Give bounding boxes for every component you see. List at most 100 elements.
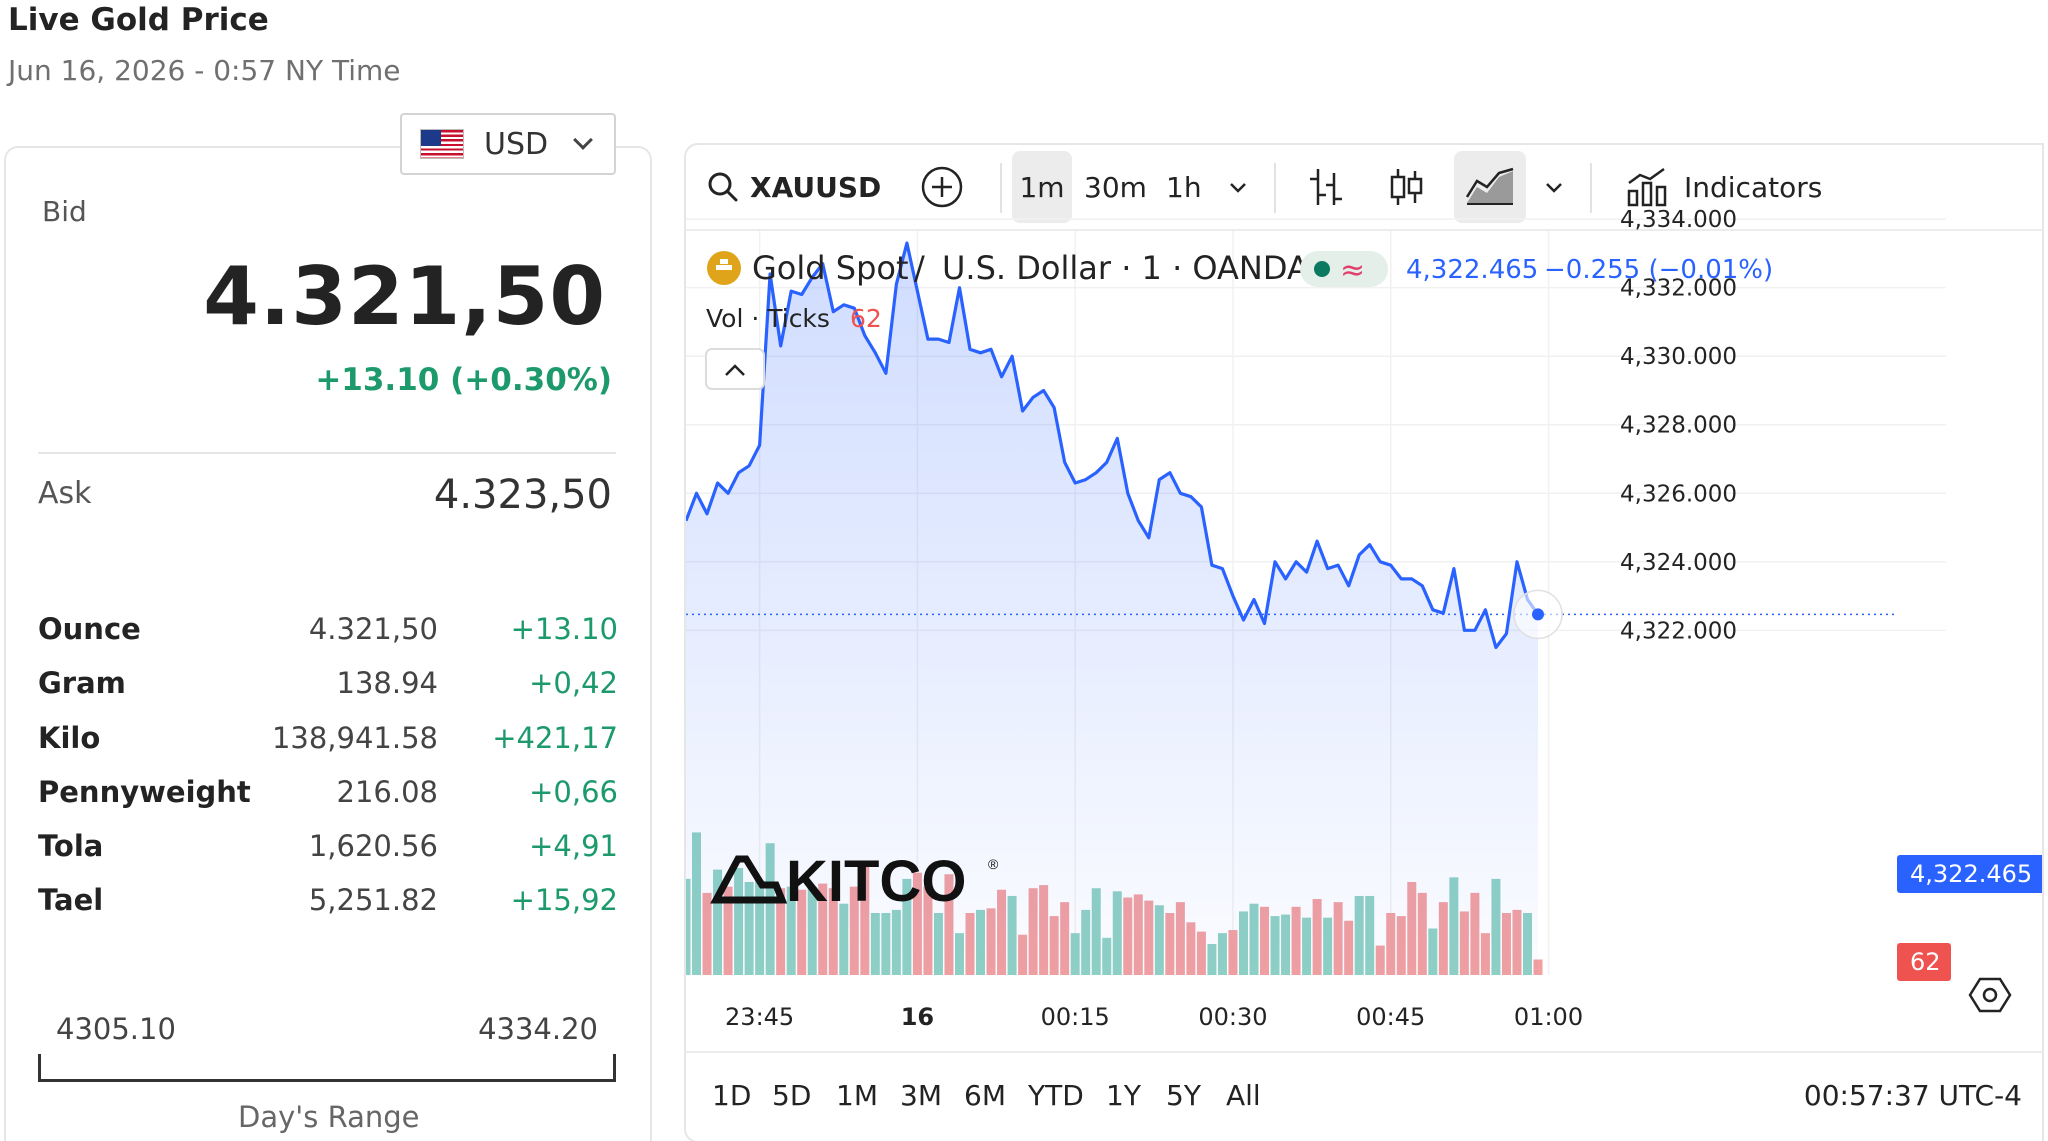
delayed-data-icon: ≈ (1340, 253, 1365, 288)
range-5d[interactable]: 5D (772, 1079, 812, 1112)
unit-change: +4,91 (529, 829, 618, 864)
chevron-down-icon (1546, 183, 1562, 193)
divider (38, 452, 616, 454)
chart-legend: Gold Spot / U.S. Dollar · 1 · OANDA ≈ 4,… (705, 249, 1773, 390)
range-bar: 1D 5D 1M 3M 6M YTD 1Y 5Y All 00:57:37 UT… (686, 1051, 2042, 1141)
range-6m[interactable]: 6M (964, 1079, 1006, 1112)
last-price-tag: 4,322.465 (1897, 855, 2042, 893)
page-title: Live Gold Price (8, 2, 269, 38)
search-icon (708, 172, 738, 202)
chart-toolbar: XAUUSD 1m 30m 1h Indicators (686, 145, 2042, 231)
interval-1h[interactable]: 1h (1166, 170, 1202, 204)
compare-button[interactable] (920, 151, 964, 223)
last-price-tag-text: 4,322.465 (1910, 860, 2032, 888)
x-tick-label: 00:30 (1198, 1003, 1267, 1031)
chart-clock: 00:57:37 UTC-4 (1803, 1079, 2022, 1112)
interval-30m[interactable]: 30m (1084, 170, 1147, 204)
unit-change: +15,92 (510, 883, 618, 918)
indicators-icon (1627, 167, 1667, 207)
range-1y[interactable]: 1Y (1106, 1079, 1141, 1112)
toolbar-divider (1590, 163, 1592, 213)
unit-name: Tola (38, 829, 104, 864)
chevron-up-icon (725, 364, 745, 376)
chevron-down-icon (573, 130, 594, 150)
add-circle-icon (921, 166, 963, 208)
candle-type-button[interactable] (1386, 151, 1426, 223)
bid-change: +13.10 (+0.30%) (315, 362, 612, 398)
unit-price-table: Ounce 4.321,50 +13.10 Gram 138.94 +0,42 … (38, 608, 618, 934)
unit-price: 5,251.82 (308, 883, 438, 918)
collapse-legend-button[interactable] (705, 348, 765, 390)
y-tick-label: 4,330.000 (1620, 344, 1737, 370)
range-all[interactable]: All (1226, 1079, 1261, 1112)
area-type-button[interactable] (1454, 151, 1526, 223)
x-tick-label: 01:00 (1514, 1003, 1583, 1031)
page-subtitle: Jun 16, 2026 - 0:57 NY Time (8, 54, 401, 87)
svg-text:®: ® (988, 856, 999, 872)
price-chart[interactable]: 4,334.000 4,332.000 4,330.000 4,328.000 4,32… (686, 145, 2044, 1051)
unit-row-tael: Tael 5,251.82 +15,92 (38, 879, 618, 933)
y-tick-label: 4,324.000 (1620, 550, 1737, 576)
unit-row-pennyweight: Pennyweight 216.08 +0,66 (38, 771, 618, 825)
unit-row-ounce: Ounce 4.321,50 +13.10 (38, 608, 618, 662)
price-area-fill (686, 243, 1538, 976)
y-tick-label: 4,328.000 (1620, 413, 1737, 439)
vol-legend: Vol · Ticks (706, 304, 830, 333)
market-open-icon (1314, 261, 1330, 277)
y-tick-label: 4,332.000 (1620, 276, 1737, 302)
unit-price: 138.94 (336, 666, 438, 701)
unit-name: Ounce (38, 612, 141, 646)
unit-row-kilo: Kilo 138,941.58 +421,17 (38, 717, 618, 771)
bar-type-button[interactable] (1306, 151, 1346, 223)
unit-name: Gram (38, 666, 126, 701)
legend-change: −0.255 (−0.01%) (1544, 255, 1773, 285)
toolbar-divider (1274, 163, 1276, 213)
x-tick-label: 16 (901, 1003, 934, 1031)
day-range-high: 4334.20 (478, 1012, 598, 1046)
unit-price: 216.08 (336, 774, 438, 809)
bars-icon (1310, 169, 1342, 205)
day-range-low: 4305.10 (56, 1012, 176, 1046)
range-ytd[interactable]: YTD (1028, 1079, 1084, 1112)
unit-name: Tael (38, 883, 104, 918)
kitco-logo-watermark: KITCO ® (710, 849, 999, 914)
unit-change: +0,42 (529, 666, 618, 701)
indicators-button[interactable]: Indicators (1626, 151, 1822, 223)
chevron-down-icon (1230, 183, 1246, 193)
range-1d[interactable]: 1D (712, 1079, 752, 1112)
legend-quote: U.S. Dollar · 1 · OANDA (942, 249, 1309, 287)
unit-row-tola: Tola 1,620.56 +4,91 (38, 825, 618, 879)
range-5y[interactable]: 5Y (1166, 1079, 1201, 1112)
candles-icon (1390, 169, 1423, 205)
y-tick-label: 4,326.000 (1620, 481, 1737, 507)
unit-price: 4.321,50 (308, 612, 438, 646)
chart-settings-icon[interactable] (1968, 977, 2012, 1013)
legend-separator: / (914, 249, 925, 287)
day-range-bar (38, 1054, 616, 1082)
range-1m[interactable]: 1M (836, 1079, 878, 1112)
bid-value: 4.321,50 (203, 250, 606, 343)
symbol-search[interactable]: XAUUSD (706, 151, 881, 223)
currency-select[interactable]: USD (400, 113, 616, 175)
unit-price: 1,620.56 (308, 829, 438, 864)
y-tick-label: 4,334.000 (1620, 207, 1737, 233)
last-price-marker (1532, 608, 1544, 621)
interval-menu[interactable] (1226, 151, 1250, 223)
vol-legend-value: 62 (850, 304, 882, 333)
unit-price: 138,941.58 (271, 720, 438, 755)
interval-1m[interactable]: 1m (1012, 151, 1072, 223)
unit-row-gram: Gram 138.94 +0,42 (38, 662, 618, 716)
unit-change: +0,66 (529, 774, 618, 809)
bid-label: Bid (42, 195, 87, 228)
ask-label: Ask (38, 476, 92, 511)
symbol-label: XAUUSD (750, 170, 882, 204)
chart-type-menu[interactable] (1542, 151, 1566, 223)
indicators-label: Indicators (1684, 170, 1823, 204)
day-range-caption: Day's Range (238, 1100, 420, 1134)
unit-change: +421,17 (492, 720, 618, 755)
chart-widget: XAUUSD 1m 30m 1h Indicators (684, 143, 2044, 1141)
price-panel (4, 146, 652, 1141)
kitco-logo-text: KITCO (786, 849, 966, 914)
x-tick-label: 00:45 (1356, 1003, 1425, 1031)
range-3m[interactable]: 3M (900, 1079, 942, 1112)
